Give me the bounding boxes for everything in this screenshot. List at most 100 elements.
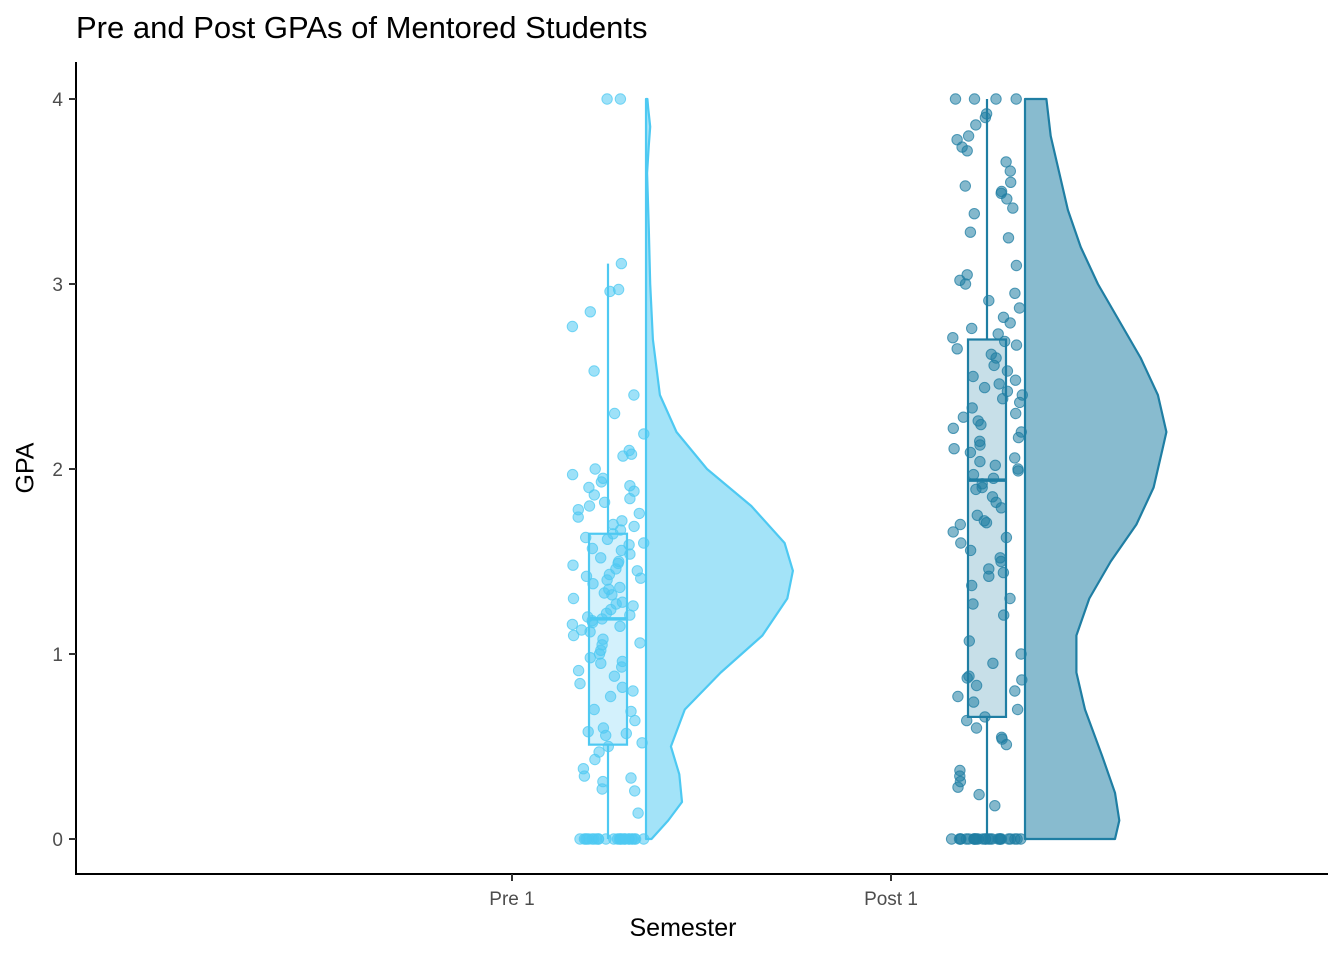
data-point [954, 518, 966, 531]
y-tick-label: 3 [52, 275, 63, 296]
data-point [583, 481, 595, 494]
data-point [1010, 407, 1022, 420]
data-point [947, 332, 959, 344]
data-point [633, 507, 645, 520]
data-point [1009, 374, 1022, 386]
data-point [595, 552, 607, 564]
series-post-1 [945, 93, 1168, 845]
data-point [597, 472, 609, 484]
chart-marks [566, 93, 1168, 845]
data-point [625, 705, 637, 718]
violin [644, 97, 794, 841]
data-point [1016, 389, 1028, 401]
data-point [970, 722, 983, 734]
data-point [961, 269, 973, 281]
data-point [970, 119, 982, 131]
data-point [990, 93, 1002, 105]
data-point [628, 389, 640, 401]
data-point [1010, 93, 1022, 105]
data-point [614, 581, 626, 594]
data-point [974, 435, 986, 447]
y-tick-label: 4 [52, 90, 63, 111]
data-point [983, 563, 995, 575]
data-point [1000, 156, 1012, 168]
x-tick-label: Post 1 [864, 889, 918, 910]
data-point [566, 320, 579, 333]
data-point [628, 520, 640, 533]
data-point [1009, 452, 1021, 464]
data-point [954, 764, 966, 777]
data-point [945, 833, 958, 845]
x-tick-label: Pre 1 [489, 889, 534, 910]
y-tick-label: 1 [52, 645, 63, 666]
data-point [634, 637, 646, 649]
data-point [1001, 385, 1014, 397]
data-point [629, 785, 641, 797]
data-point [593, 746, 605, 758]
data-point [989, 459, 1001, 471]
data-point [952, 690, 964, 703]
data-point [589, 463, 601, 475]
data-point [978, 381, 991, 394]
data-point [567, 559, 579, 571]
data-point [604, 690, 617, 703]
data-point [574, 833, 586, 845]
data-point [1009, 287, 1021, 299]
data-point [588, 365, 600, 377]
data-point [613, 555, 625, 568]
data-point [992, 328, 1004, 340]
data-point [625, 772, 637, 784]
data-point [983, 294, 995, 307]
data-point [638, 428, 650, 440]
data-point [615, 257, 628, 270]
data-point [962, 130, 975, 142]
data-point [993, 378, 1005, 390]
data-point [638, 537, 650, 549]
data-point [572, 664, 585, 677]
data-point [566, 468, 579, 481]
box [966, 338, 1008, 718]
data-point [583, 500, 596, 512]
data-point [597, 775, 609, 788]
data-point [968, 93, 981, 105]
data-point [575, 624, 588, 636]
data-point [986, 491, 999, 503]
data-point [973, 788, 985, 801]
data-point [985, 348, 997, 360]
data-point [1011, 703, 1024, 716]
y-tick-label: 2 [52, 460, 63, 481]
y-axis-label: GPA [11, 442, 40, 494]
data-point [995, 185, 1008, 198]
data-point [947, 526, 959, 538]
data-point [574, 677, 586, 690]
data-point [971, 509, 983, 521]
data-point [587, 578, 599, 590]
x-axis-label: Semester [629, 914, 737, 942]
data-point [624, 480, 636, 492]
data-point [1015, 648, 1027, 660]
data-point [964, 226, 977, 238]
data-point [584, 306, 596, 318]
data-point [955, 537, 967, 549]
data-point [1015, 426, 1027, 438]
data-point [619, 833, 631, 845]
data-point [601, 93, 613, 105]
data-point [592, 833, 605, 845]
data-point [947, 422, 959, 434]
data-point [1007, 202, 1019, 214]
data-point [612, 283, 625, 296]
data-point [997, 311, 1010, 323]
data-point [972, 415, 984, 427]
data-point [963, 635, 975, 647]
data-point [970, 833, 982, 845]
data-point [632, 807, 644, 819]
data-point [614, 620, 626, 632]
data-point [1010, 339, 1023, 351]
y-tick-label: 0 [52, 830, 63, 851]
data-point [616, 515, 628, 527]
data-point [995, 731, 1008, 743]
data-point [948, 443, 960, 455]
series-pre-1 [566, 93, 794, 845]
data-point [989, 800, 1001, 812]
